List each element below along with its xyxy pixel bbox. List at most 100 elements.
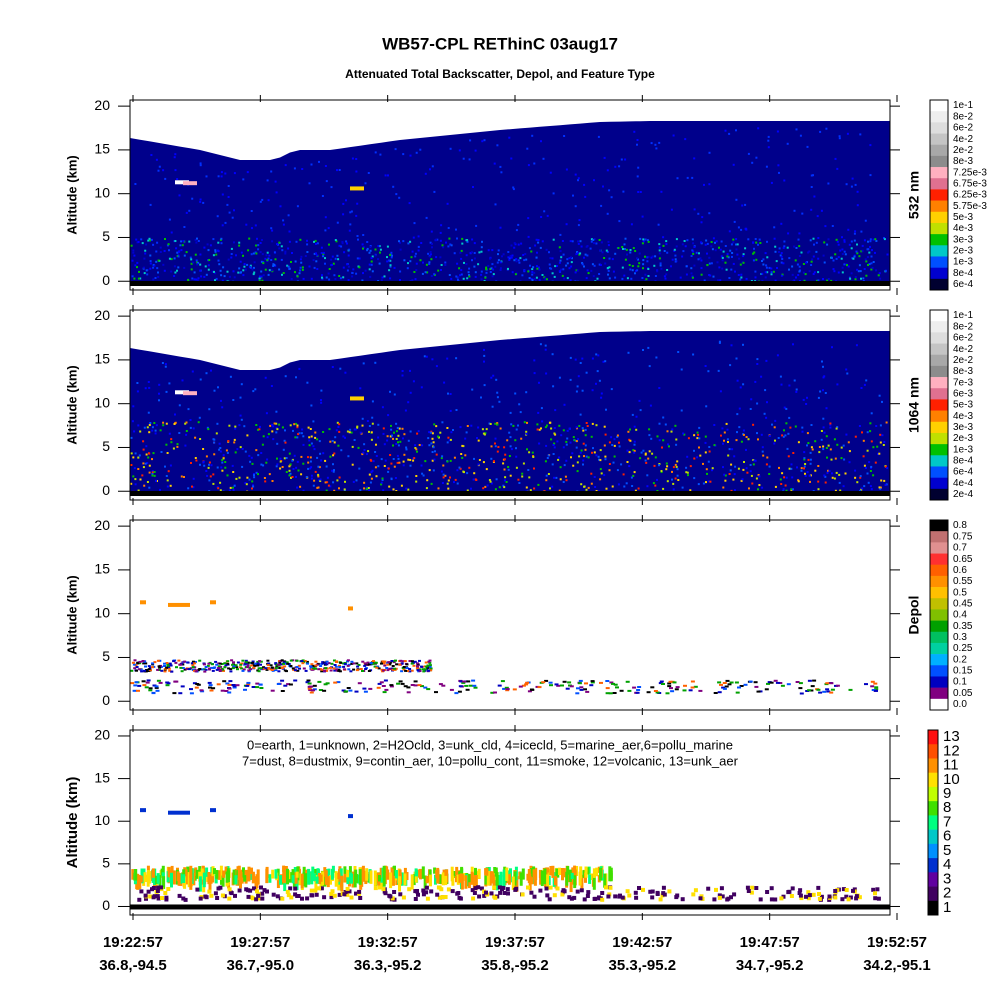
feature-texture	[398, 892, 403, 897]
backscatter-texture	[179, 244, 182, 247]
backscatter-texture	[507, 466, 510, 468]
backscatter-texture	[871, 249, 873, 252]
feature-texture	[316, 868, 320, 876]
feature-texture	[221, 668, 225, 671]
colorbar-swatch	[930, 310, 948, 322]
backscatter-texture	[551, 463, 554, 466]
backscatter-texture	[344, 480, 346, 483]
backscatter-texture	[626, 253, 628, 256]
feature-texture	[502, 891, 507, 895]
backscatter-texture	[214, 249, 217, 252]
feature-texture	[416, 665, 419, 668]
backscatter-texture	[505, 481, 508, 483]
backscatter-texture	[658, 249, 661, 252]
backscatter-texture	[559, 478, 562, 481]
backscatter-texture	[361, 243, 364, 246]
feature-texture	[215, 663, 219, 666]
feature-texture	[484, 875, 488, 885]
feature-texture	[603, 873, 607, 888]
backscatter-texture	[703, 183, 705, 186]
colorbar-swatch	[928, 772, 938, 788]
feature-texture	[134, 664, 138, 667]
feature-texture	[298, 667, 301, 670]
colorbar-label: 2e-3	[953, 433, 973, 444]
backscatter-texture	[742, 255, 745, 258]
backscatter-texture	[761, 260, 763, 262]
feature-texture	[182, 869, 186, 878]
backscatter-texture	[419, 259, 422, 262]
backscatter-texture	[836, 443, 839, 446]
backscatter-texture	[430, 275, 433, 277]
backscatter-texture	[809, 462, 812, 465]
feature-texture	[441, 872, 445, 886]
feature-texture	[275, 894, 280, 899]
backscatter-texture	[416, 450, 418, 453]
backscatter-texture	[545, 444, 548, 447]
backscatter-texture	[711, 469, 713, 472]
backscatter-texture	[836, 240, 839, 243]
backscatter-texture	[839, 489, 842, 492]
feature-texture	[398, 876, 401, 892]
feature-texture	[398, 680, 403, 683]
feature-texture	[454, 692, 459, 695]
backscatter-texture	[599, 264, 602, 266]
backscatter-texture	[854, 476, 857, 479]
feature-texture	[243, 875, 247, 882]
feature-texture	[376, 872, 380, 883]
feature-texture	[548, 885, 553, 890]
backscatter-texture	[284, 441, 287, 444]
backscatter-texture	[623, 248, 626, 250]
feature-texture	[319, 665, 323, 667]
backscatter-texture	[412, 459, 415, 462]
backscatter-texture	[622, 473, 625, 476]
backscatter-texture	[230, 247, 233, 250]
backscatter-texture	[420, 242, 423, 244]
backscatter-texture	[301, 268, 304, 271]
backscatter-texture	[422, 474, 425, 477]
backscatter-texture	[389, 259, 392, 262]
backscatter-texture	[658, 463, 661, 465]
backscatter-texture	[337, 426, 340, 428]
backscatter-texture	[216, 215, 219, 218]
backscatter-texture	[369, 458, 372, 461]
backscatter-texture	[614, 276, 617, 279]
backscatter-texture	[797, 441, 800, 444]
feature-texture	[185, 668, 189, 670]
feature-texture	[227, 667, 231, 670]
backscatter-texture	[753, 459, 756, 462]
backscatter-texture	[348, 431, 351, 434]
feature-texture	[395, 663, 399, 666]
backscatter-texture	[602, 185, 604, 188]
backscatter-texture	[380, 481, 383, 484]
ground-line	[130, 904, 890, 910]
backscatter-texture	[674, 477, 677, 480]
backscatter-texture	[666, 430, 669, 433]
backscatter-texture	[319, 452, 322, 455]
backscatter-texture	[628, 465, 631, 468]
backscatter-texture	[523, 269, 526, 272]
backscatter-texture	[764, 271, 767, 274]
backscatter-texture	[561, 274, 564, 277]
backscatter-texture	[639, 409, 642, 412]
backscatter-texture	[316, 456, 319, 459]
colorbar-swatch	[928, 801, 938, 816]
backscatter-texture	[870, 268, 873, 271]
feature-texture	[625, 889, 630, 894]
feature-texture	[773, 679, 778, 682]
backscatter-texture	[377, 245, 380, 247]
backscatter-texture	[374, 361, 377, 364]
backscatter-texture	[268, 473, 271, 476]
backscatter-texture	[499, 261, 502, 264]
backscatter-texture	[144, 387, 147, 390]
backscatter-texture	[484, 432, 487, 435]
feature-texture	[418, 670, 422, 672]
backscatter-texture	[788, 257, 791, 260]
backscatter-texture	[765, 266, 768, 269]
feature-texture	[391, 874, 395, 886]
y-tick-label: 5	[102, 855, 110, 871]
feature-texture	[353, 873, 357, 888]
backscatter-texture	[509, 474, 512, 477]
feature-texture	[414, 876, 418, 883]
backscatter-texture	[685, 265, 688, 268]
